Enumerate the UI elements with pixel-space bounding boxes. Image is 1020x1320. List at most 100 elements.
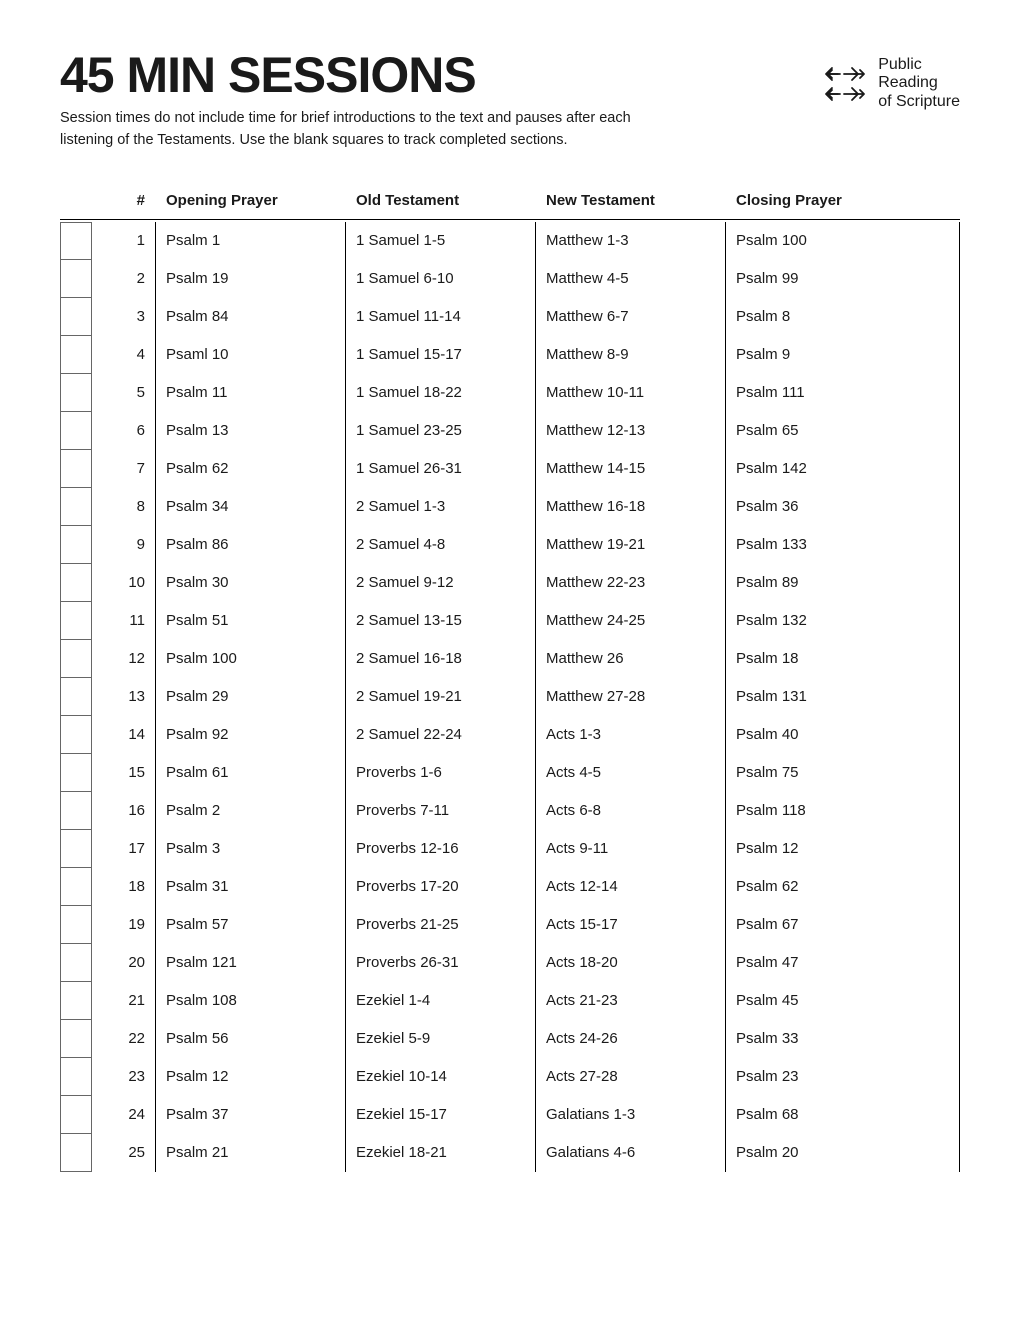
table-row: 5Psalm 111 Samuel 18-22Matthew 10-11Psal… [60,374,960,412]
cell-nt: Acts 9-11 [536,830,726,868]
cell-opening: Psalm 1 [156,222,346,260]
completion-checkbox[interactable] [60,868,92,906]
cell-ot: 2 Samuel 4-8 [346,526,536,564]
cell-num: 21 [102,982,156,1020]
table-row: 2Psalm 191 Samuel 6-10Matthew 4-5Psalm 9… [60,260,960,298]
cell-ot: 1 Samuel 18-22 [346,374,536,412]
table-row: 3Psalm 841 Samuel 11-14Matthew 6-7Psalm … [60,298,960,336]
cell-nt: Acts 21-23 [536,982,726,1020]
table-row: 25Psalm 21Ezekiel 18-21Galatians 4-6Psal… [60,1134,960,1172]
table-row: 17Psalm 3Proverbs 12-16Acts 9-11Psalm 12 [60,830,960,868]
cell-ot: 1 Samuel 23-25 [346,412,536,450]
checkbox-cell [60,450,102,488]
completion-checkbox[interactable] [60,526,92,564]
cell-opening: Psalm 57 [156,906,346,944]
completion-checkbox[interactable] [60,1058,92,1096]
completion-checkbox[interactable] [60,830,92,868]
cell-num: 3 [102,298,156,336]
cell-ot: Ezekiel 10-14 [346,1058,536,1096]
cell-ot: 2 Samuel 16-18 [346,640,536,678]
checkbox-cell [60,602,102,640]
cell-nt: Matthew 4-5 [536,260,726,298]
cell-nt: Acts 12-14 [536,868,726,906]
cell-closing: Psalm 33 [726,1020,960,1058]
completion-checkbox[interactable] [60,1134,92,1172]
table-row: 1Psalm 11 Samuel 1-5Matthew 1-3Psalm 100 [60,222,960,260]
brand-logo: Public Reading of Scripture [822,56,960,111]
cell-ot: Ezekiel 1-4 [346,982,536,1020]
cell-nt: Matthew 19-21 [536,526,726,564]
cell-nt: Acts 1-3 [536,716,726,754]
completion-checkbox[interactable] [60,374,92,412]
header-nt: New Testament [536,192,726,209]
completion-checkbox[interactable] [60,564,92,602]
header-closing: Closing Prayer [726,192,960,209]
cell-num: 10 [102,564,156,602]
cell-opening: Psalm 86 [156,526,346,564]
checkbox-cell [60,792,102,830]
cell-num: 4 [102,336,156,374]
cell-nt: Matthew 1-3 [536,222,726,260]
cell-opening: Psalm 3 [156,830,346,868]
table-row: 23Psalm 12Ezekiel 10-14Acts 27-28Psalm 2… [60,1058,960,1096]
completion-checkbox[interactable] [60,1096,92,1134]
cell-closing: Psalm 8 [726,298,960,336]
cell-closing: Psalm 99 [726,260,960,298]
cell-opening: Psalm 121 [156,944,346,982]
completion-checkbox[interactable] [60,412,92,450]
cell-opening: Psalm 100 [156,640,346,678]
page-header: 45 MIN SESSIONS Session times do not inc… [60,50,960,152]
completion-checkbox[interactable] [60,488,92,526]
cell-ot: Ezekiel 5-9 [346,1020,536,1058]
checkbox-cell [60,906,102,944]
cell-ot: Proverbs 7-11 [346,792,536,830]
cell-num: 1 [102,222,156,260]
completion-checkbox[interactable] [60,906,92,944]
cell-closing: Psalm 132 [726,602,960,640]
checkbox-cell [60,944,102,982]
checkbox-cell [60,374,102,412]
table-row: 4Psaml 101 Samuel 15-17Matthew 8-9Psalm … [60,336,960,374]
completion-checkbox[interactable] [60,222,92,260]
table-row: 19Psalm 57Proverbs 21-25Acts 15-17Psalm … [60,906,960,944]
cell-num: 9 [102,526,156,564]
cell-opening: Psalm 2 [156,792,346,830]
cell-ot: 2 Samuel 22-24 [346,716,536,754]
completion-checkbox[interactable] [60,260,92,298]
cell-nt: Galatians 4-6 [536,1134,726,1172]
cell-closing: Psalm 111 [726,374,960,412]
completion-checkbox[interactable] [60,640,92,678]
checkbox-cell [60,678,102,716]
completion-checkbox[interactable] [60,336,92,374]
completion-checkbox[interactable] [60,678,92,716]
cell-num: 15 [102,754,156,792]
checkbox-cell [60,526,102,564]
cell-closing: Psalm 9 [726,336,960,374]
completion-checkbox[interactable] [60,944,92,982]
completion-checkbox[interactable] [60,450,92,488]
completion-checkbox[interactable] [60,982,92,1020]
cell-opening: Psalm 56 [156,1020,346,1058]
table-row: 24Psalm 37Ezekiel 15-17Galatians 1-3Psal… [60,1096,960,1134]
completion-checkbox[interactable] [60,602,92,640]
cell-opening: Psalm 37 [156,1096,346,1134]
cell-num: 6 [102,412,156,450]
cell-opening: Psalm 19 [156,260,346,298]
completion-checkbox[interactable] [60,754,92,792]
cell-num: 24 [102,1096,156,1134]
completion-checkbox[interactable] [60,792,92,830]
cell-nt: Matthew 27-28 [536,678,726,716]
table-row: 12Psalm 1002 Samuel 16-18Matthew 26Psalm… [60,640,960,678]
completion-checkbox[interactable] [60,716,92,754]
cell-nt: Acts 4-5 [536,754,726,792]
cell-ot: Ezekiel 15-17 [346,1096,536,1134]
checkbox-cell [60,754,102,792]
completion-checkbox[interactable] [60,1020,92,1058]
cell-closing: Psalm 62 [726,868,960,906]
checkbox-cell [60,982,102,1020]
cell-num: 12 [102,640,156,678]
table-row: 16Psalm 2Proverbs 7-11Acts 6-8Psalm 118 [60,792,960,830]
completion-checkbox[interactable] [60,298,92,336]
cell-ot: Proverbs 17-20 [346,868,536,906]
cell-ot: 1 Samuel 15-17 [346,336,536,374]
